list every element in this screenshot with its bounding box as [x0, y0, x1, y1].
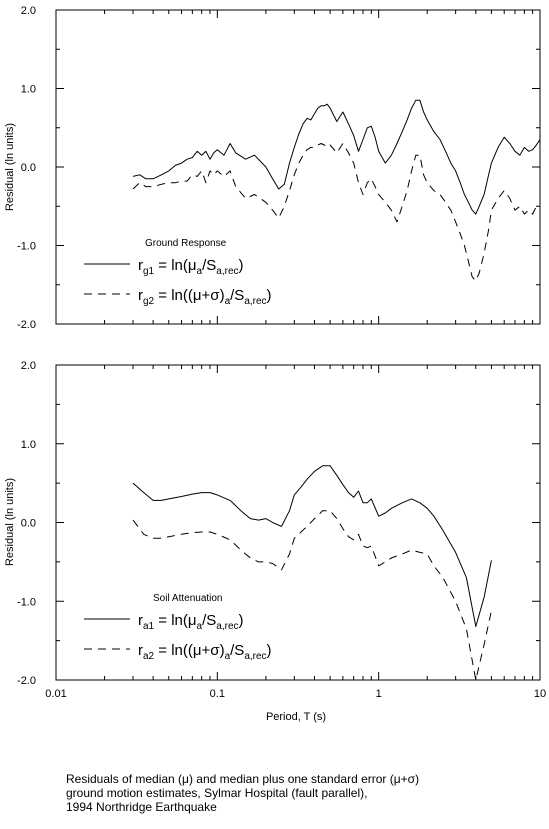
caption-line: ground motion estimates, Sylmar Hospital…	[66, 786, 368, 800]
data-lines	[132, 465, 492, 681]
y-tick-label: -1.0	[17, 596, 36, 608]
caption-line: Residuals of median (μ) and median plus …	[66, 772, 420, 786]
series-line-dashed	[132, 510, 492, 681]
legend-entry-ra2: ra2 = ln((μ+σ)a/Sa,rec)	[138, 642, 272, 662]
y-tick-label: 0.0	[21, 162, 36, 174]
y-tick-label: 1.0	[21, 439, 36, 451]
legend-title: Soil Attenuation	[153, 593, 223, 604]
x-tick-label: 0.01	[45, 688, 66, 700]
x-axis-label: Period, T (s)	[266, 711, 326, 723]
x-tick-label: 1	[376, 688, 382, 700]
caption-line: 1994 Northridge Earthquake	[66, 800, 217, 814]
plot-frame	[55, 9, 541, 325]
data-lines	[132, 99, 541, 282]
ground-response-chart: 2.0 1.0 0.0 -1.0 -2.0 Residual (ln units…	[4, 5, 541, 331]
legend-entry-rg2: rg2 = ln((μ+σ)a/Sa,rec)	[138, 287, 272, 307]
y-tick-label: -1.0	[17, 241, 36, 253]
series-line-solid	[132, 465, 492, 627]
figure-caption: Residuals of median (μ) and median plus …	[66, 772, 536, 814]
y-axis-label: Residual (ln units)	[4, 478, 16, 566]
series-line-dashed	[132, 143, 541, 282]
x-tick-label: 10	[534, 688, 546, 700]
x-tick-label: 0.1	[210, 688, 225, 700]
legend-entry-rg1: rg1 = ln(μa/Sa,rec)	[138, 257, 244, 277]
legend-title: Ground Response	[145, 238, 227, 249]
y-axis-label: Residual (ln units)	[4, 123, 16, 211]
y-tick-label: 2.0	[21, 5, 36, 17]
axis-ticks	[55, 9, 540, 325]
axis-ticks	[55, 364, 540, 681]
y-tick-label: 1.0	[21, 84, 36, 96]
legend-entry-ra1: ra1 = ln(μa/Sa,rec)	[138, 612, 244, 632]
y-tick-label: 0.0	[21, 518, 36, 530]
series-line-solid	[132, 99, 541, 215]
soil-attenuation-chart: 2.0 1.0 0.0 -1.0 -2.0 0.01 0.1 1 10 Peri…	[4, 360, 546, 723]
y-tick-label: -2.0	[17, 675, 36, 687]
y-tick-label: -2.0	[17, 319, 36, 331]
y-tick-label: 2.0	[21, 360, 36, 372]
